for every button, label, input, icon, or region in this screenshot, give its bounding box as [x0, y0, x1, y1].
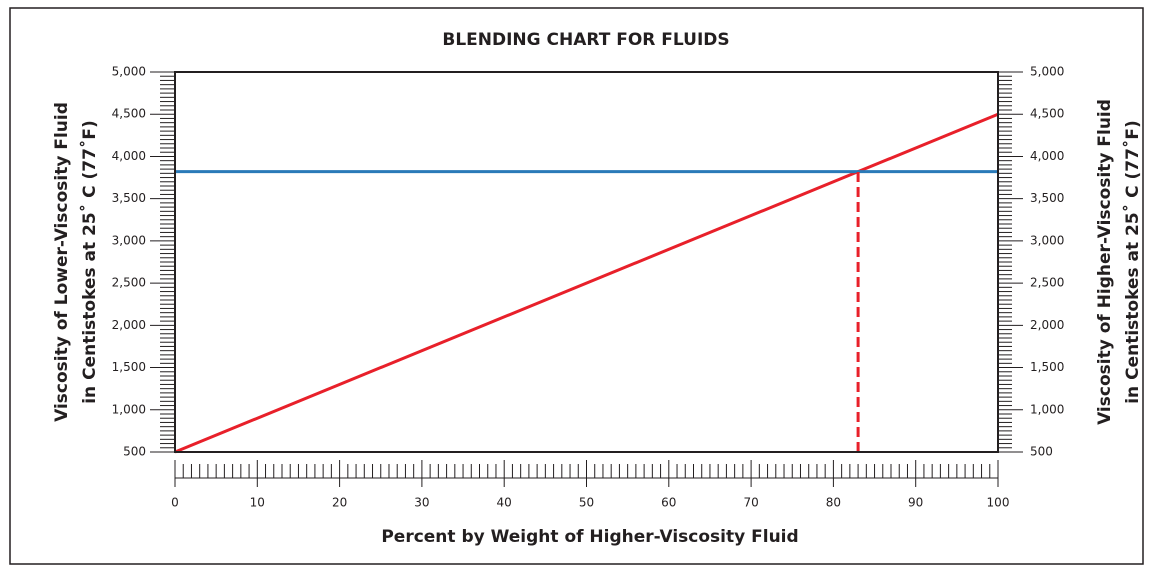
y2-axis-label: Viscosity of Higher-Viscosity Fluid	[1095, 99, 1115, 425]
x-tick-label: 90	[908, 496, 923, 510]
y2-tick-label: 1,000	[1030, 402, 1064, 416]
x-tick-label: 60	[661, 496, 676, 510]
y-tick-label: 3,500	[112, 191, 146, 205]
y2-tick-label: 4,500	[1030, 107, 1064, 121]
y2-tick-label: 2,500	[1030, 276, 1064, 290]
y-tick-label: 4,500	[112, 107, 146, 121]
x-tick-label: 20	[332, 496, 347, 510]
y2-axis-label: in Centistokes at 25˚ C (77˚F)	[1121, 120, 1143, 404]
y-tick-label: 2,000	[112, 318, 146, 332]
y-tick-label: 2,500	[112, 276, 146, 290]
line	[174, 112, 999, 454]
y2-tick-label: 4,000	[1030, 149, 1064, 163]
y-tick-label: 1,500	[112, 360, 146, 374]
y-tick-label: 4,000	[112, 149, 146, 163]
x-tick-label: 30	[414, 496, 429, 510]
x-tick-label: 10	[250, 496, 265, 510]
y2-tick-label: 3,000	[1030, 233, 1064, 247]
x-axis-label: Percent by Weight of Higher-Viscosity Fl…	[381, 527, 798, 547]
frame	[9, 7, 1144, 565]
chart-title: BLENDING CHART FOR FLUIDS	[442, 30, 729, 50]
y-tick-label: 500	[123, 445, 146, 459]
y2-tick-label: 2,000	[1030, 318, 1064, 332]
y2-tick-label: 500	[1030, 445, 1053, 459]
x-tick-label: 100	[987, 496, 1010, 510]
y-tick-label: 3,000	[112, 233, 146, 247]
x-tick-label: 50	[579, 496, 594, 510]
x-tick-label: 40	[497, 496, 512, 510]
y2-tick-label: 3,500	[1030, 191, 1064, 205]
y-tick-label: 1,000	[112, 402, 146, 416]
plot-frame	[174, 71, 999, 453]
x-tick-label: 0	[171, 496, 179, 510]
y-axis-label: Viscosity of Lower-Viscosity Fluid	[52, 102, 72, 422]
x-tick-label: 70	[743, 496, 758, 510]
y-tick-label: 5,000	[112, 65, 146, 79]
y2-tick-label: 5,000	[1030, 65, 1064, 79]
y2-tick-label: 1,500	[1030, 360, 1064, 374]
x-tick-label: 80	[826, 496, 841, 510]
y-axis-label: in Centistokes at 25˚ C (77˚F)	[78, 120, 100, 404]
